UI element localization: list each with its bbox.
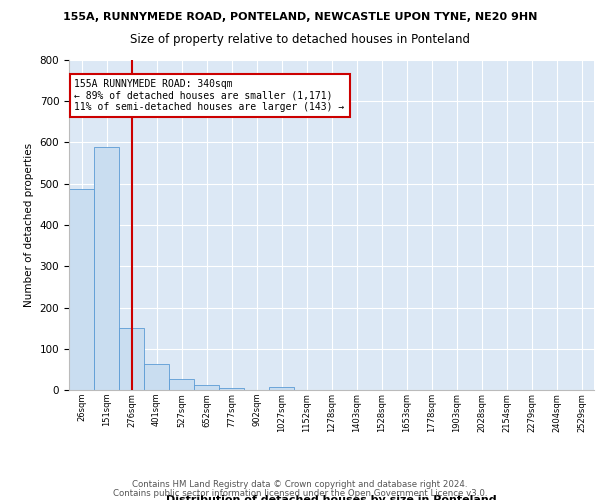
Bar <box>219 388 244 390</box>
Bar <box>169 379 194 390</box>
Text: 155A, RUNNYMEDE ROAD, PONTELAND, NEWCASTLE UPON TYNE, NE20 9HN: 155A, RUNNYMEDE ROAD, PONTELAND, NEWCAST… <box>63 12 537 22</box>
Bar <box>94 146 119 390</box>
Bar <box>69 189 94 390</box>
Text: 155A RUNNYMEDE ROAD: 340sqm
← 89% of detached houses are smaller (1,171)
11% of : 155A RUNNYMEDE ROAD: 340sqm ← 89% of det… <box>74 78 345 112</box>
X-axis label: Distribution of detached houses by size in Ponteland: Distribution of detached houses by size … <box>166 494 497 500</box>
Bar <box>144 364 169 390</box>
Y-axis label: Number of detached properties: Number of detached properties <box>24 143 34 307</box>
Bar <box>119 328 144 390</box>
Bar <box>194 385 219 390</box>
Text: Size of property relative to detached houses in Ponteland: Size of property relative to detached ho… <box>130 32 470 46</box>
Text: Contains HM Land Registry data © Crown copyright and database right 2024.: Contains HM Land Registry data © Crown c… <box>132 480 468 489</box>
Text: Contains public sector information licensed under the Open Government Licence v3: Contains public sector information licen… <box>113 488 487 498</box>
Bar <box>269 386 294 390</box>
